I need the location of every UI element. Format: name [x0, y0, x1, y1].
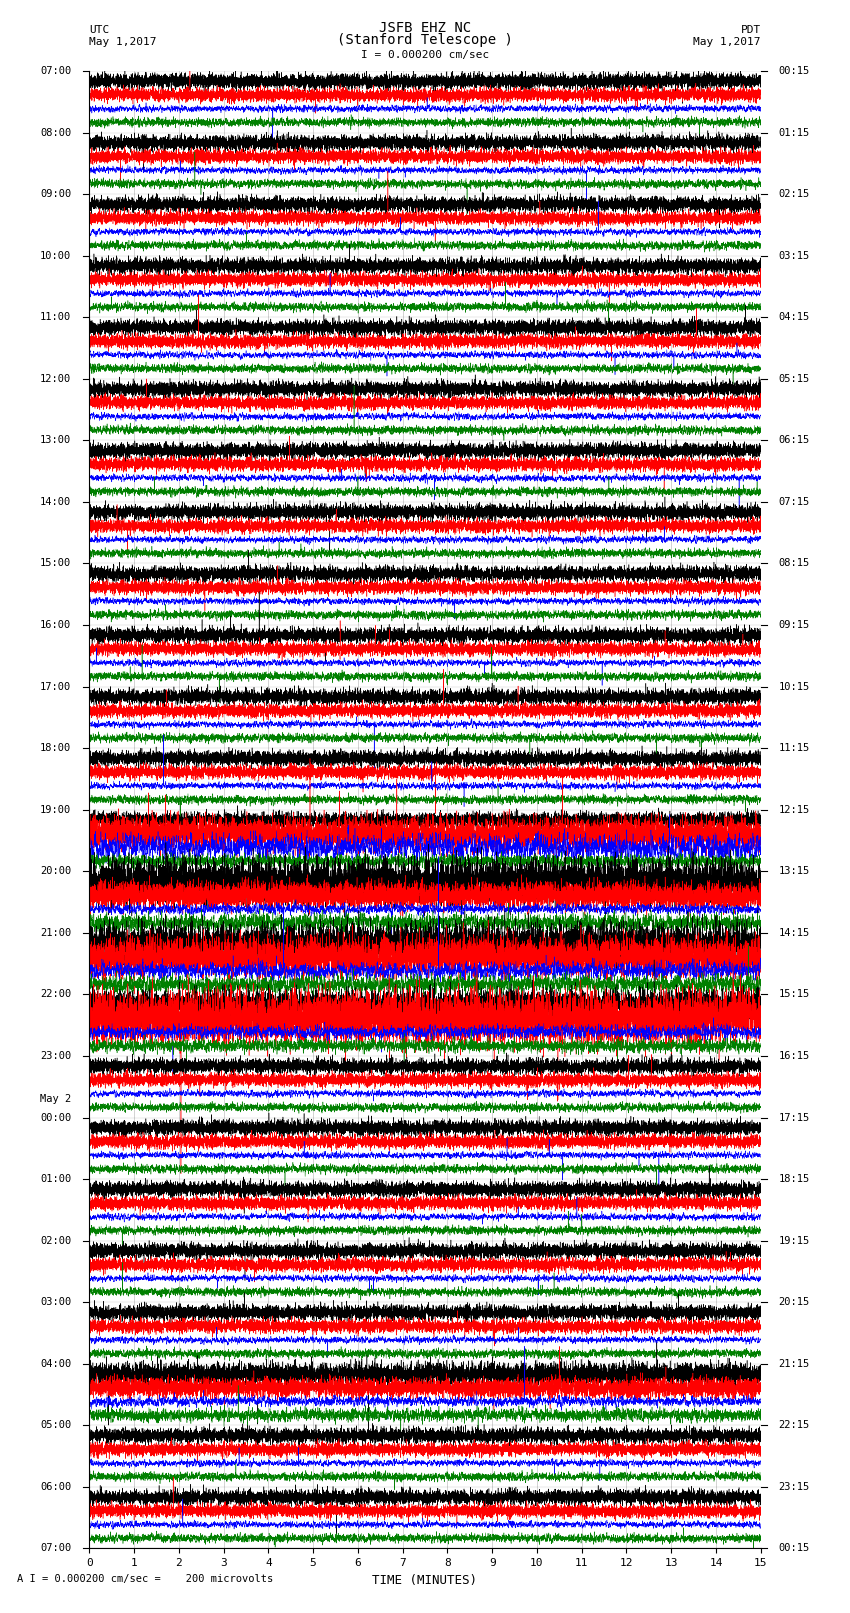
- Text: 02:15: 02:15: [779, 189, 810, 198]
- Text: 15:15: 15:15: [779, 989, 810, 1000]
- Text: 05:15: 05:15: [779, 374, 810, 384]
- Text: 03:00: 03:00: [40, 1297, 71, 1307]
- Text: 07:00: 07:00: [40, 66, 71, 76]
- Text: 21:00: 21:00: [40, 927, 71, 937]
- Text: (Stanford Telescope ): (Stanford Telescope ): [337, 32, 513, 47]
- Text: 01:15: 01:15: [779, 127, 810, 137]
- Text: 09:15: 09:15: [779, 619, 810, 631]
- Text: PDT: PDT: [740, 24, 761, 35]
- Text: 07:15: 07:15: [779, 497, 810, 506]
- Text: 14:15: 14:15: [779, 927, 810, 937]
- Text: 13:15: 13:15: [779, 866, 810, 876]
- Text: 03:15: 03:15: [779, 250, 810, 261]
- Text: 16:15: 16:15: [779, 1052, 810, 1061]
- Text: May 1,2017: May 1,2017: [89, 37, 156, 47]
- Text: 19:00: 19:00: [40, 805, 71, 815]
- Text: 08:00: 08:00: [40, 127, 71, 137]
- Text: 17:00: 17:00: [40, 682, 71, 692]
- Text: 10:00: 10:00: [40, 250, 71, 261]
- Text: UTC: UTC: [89, 24, 110, 35]
- Text: 17:15: 17:15: [779, 1113, 810, 1123]
- Text: 06:15: 06:15: [779, 436, 810, 445]
- X-axis label: TIME (MINUTES): TIME (MINUTES): [372, 1574, 478, 1587]
- Text: 15:00: 15:00: [40, 558, 71, 568]
- Text: 23:15: 23:15: [779, 1482, 810, 1492]
- Text: 08:15: 08:15: [779, 558, 810, 568]
- Text: 22:15: 22:15: [779, 1421, 810, 1431]
- Text: 07:00: 07:00: [40, 1544, 71, 1553]
- Text: 22:00: 22:00: [40, 989, 71, 1000]
- Text: 00:15: 00:15: [779, 66, 810, 76]
- Text: 00:15: 00:15: [779, 1544, 810, 1553]
- Text: 12:00: 12:00: [40, 374, 71, 384]
- Text: 06:00: 06:00: [40, 1482, 71, 1492]
- Text: 23:00: 23:00: [40, 1052, 71, 1061]
- Text: 18:15: 18:15: [779, 1174, 810, 1184]
- Text: 13:00: 13:00: [40, 436, 71, 445]
- Text: 19:15: 19:15: [779, 1236, 810, 1245]
- Text: A I = 0.000200 cm/sec =    200 microvolts: A I = 0.000200 cm/sec = 200 microvolts: [17, 1574, 273, 1584]
- Text: 20:00: 20:00: [40, 866, 71, 876]
- Text: 20:15: 20:15: [779, 1297, 810, 1307]
- Text: 11:15: 11:15: [779, 744, 810, 753]
- Text: 12:15: 12:15: [779, 805, 810, 815]
- Text: May 2: May 2: [40, 1094, 71, 1103]
- Text: 04:15: 04:15: [779, 313, 810, 323]
- Text: 01:00: 01:00: [40, 1174, 71, 1184]
- Text: JSFB EHZ NC: JSFB EHZ NC: [379, 21, 471, 35]
- Text: 18:00: 18:00: [40, 744, 71, 753]
- Text: 05:00: 05:00: [40, 1421, 71, 1431]
- Text: 16:00: 16:00: [40, 619, 71, 631]
- Text: I = 0.000200 cm/sec: I = 0.000200 cm/sec: [361, 50, 489, 60]
- Text: May 1,2017: May 1,2017: [694, 37, 761, 47]
- Text: 11:00: 11:00: [40, 313, 71, 323]
- Text: 21:15: 21:15: [779, 1358, 810, 1369]
- Text: 09:00: 09:00: [40, 189, 71, 198]
- Text: 04:00: 04:00: [40, 1358, 71, 1369]
- Text: 14:00: 14:00: [40, 497, 71, 506]
- Text: 00:00: 00:00: [40, 1113, 71, 1123]
- Text: 02:00: 02:00: [40, 1236, 71, 1245]
- Text: 10:15: 10:15: [779, 682, 810, 692]
